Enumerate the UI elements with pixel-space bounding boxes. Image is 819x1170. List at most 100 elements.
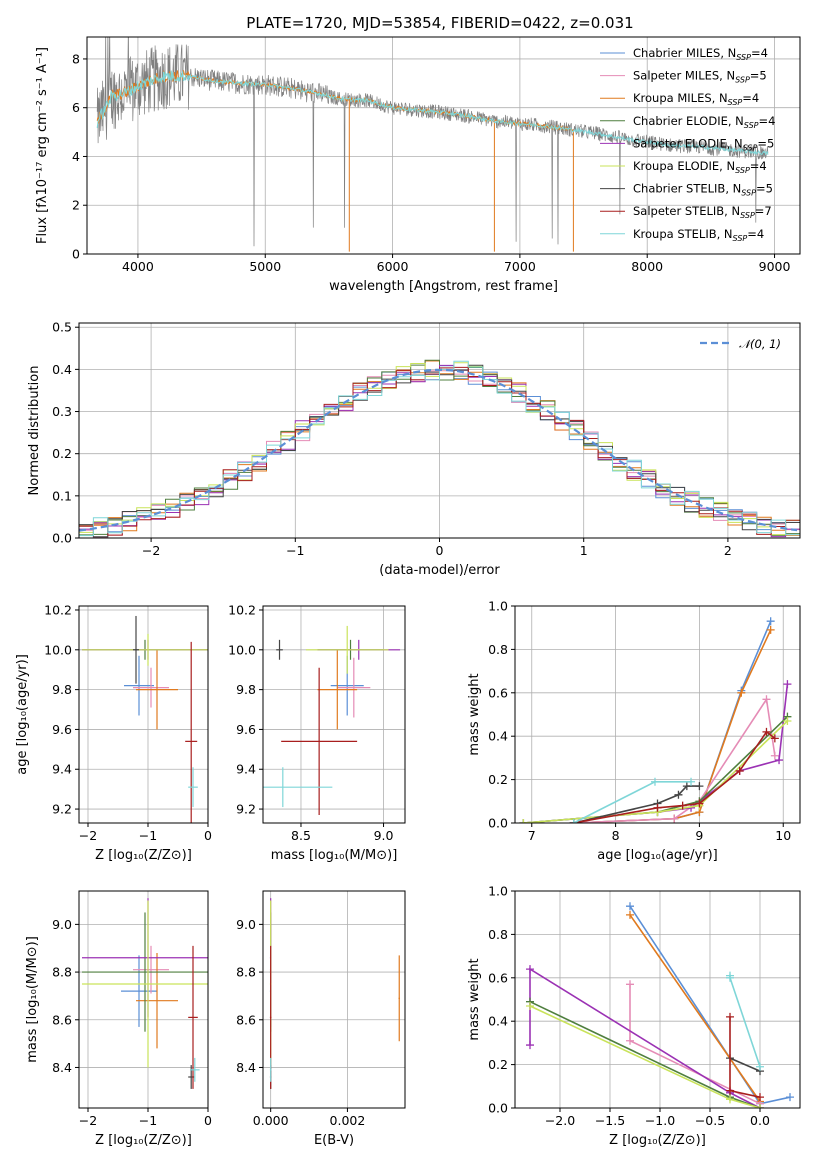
y-axis-label: mass weight xyxy=(467,673,482,755)
series-line xyxy=(573,629,772,823)
x-axis-label: Z [log₁₀(Z/Z⊙)] xyxy=(95,1133,192,1148)
x-tick-label: 0 xyxy=(204,828,212,843)
x-axis-label: E(B-V) xyxy=(314,1133,354,1148)
figure-title: PLATE=1720, MJD=53854, FIBERID=0422, z=0… xyxy=(246,14,633,32)
plot-area xyxy=(526,902,794,1108)
errorbar-point xyxy=(305,625,389,674)
errorbar-point xyxy=(133,945,169,994)
y-tick-label: 0.6 xyxy=(488,970,508,985)
x-axis-label: (data-model)/error xyxy=(379,563,500,578)
errorbar-point xyxy=(263,767,333,808)
axes-frame xyxy=(262,890,406,1109)
series-marker xyxy=(783,717,792,726)
x-axis-label: wavelength [Angstrom, rest frame] xyxy=(329,279,558,294)
x-axis-label: mass [log₁₀(M/M⊙)] xyxy=(271,848,398,863)
plot-area xyxy=(263,625,401,816)
plot-area xyxy=(96,37,769,252)
series-marker xyxy=(682,782,691,791)
x-tick-label: −1 xyxy=(139,828,157,843)
series-marker xyxy=(770,734,779,743)
x-axis-label: Z [log₁₀(Z/Z⊙)] xyxy=(609,1133,706,1148)
x-axis-label: age [log₁₀(age/yr)] xyxy=(597,848,718,863)
y-tick-label: 0.4 xyxy=(488,1014,508,1029)
plot-area xyxy=(519,617,792,823)
x-tick-label: 7000 xyxy=(504,259,536,274)
series-marker xyxy=(762,695,771,704)
y-tick-label: 10.2 xyxy=(44,602,72,617)
series-marker xyxy=(695,782,704,791)
errorbar-point xyxy=(82,912,208,1032)
series-marker xyxy=(526,965,534,974)
legend-entry: Chabrier STELIB, NSSP=5 xyxy=(633,182,773,198)
series-marker xyxy=(726,1086,734,1095)
legend-entry: Salpeter ELODIE, NSSP=5 xyxy=(633,136,774,152)
x-tick-label: −2 xyxy=(79,1113,97,1128)
errorbar-point xyxy=(133,667,169,708)
series-marker xyxy=(726,1095,734,1104)
series-marker xyxy=(756,1104,764,1108)
plot-area xyxy=(82,898,208,1089)
x-axis-label: Z [log₁₀(Z/Z⊙)] xyxy=(95,848,192,863)
y-axis-label: Normed distribution xyxy=(27,366,42,496)
errorbar-point xyxy=(133,615,139,684)
x-tick-label: 8.5 xyxy=(291,828,311,843)
panel-spectrum: 4000 5000 6000 7000 8000 9000 0 2 4 6 8 wavelength … xyxy=(35,36,801,294)
x-tick-label: 8 xyxy=(612,828,620,843)
series-marker xyxy=(526,1002,534,1011)
y-tick-label: 9.4 xyxy=(52,762,72,777)
y-tick-label: 9.0 xyxy=(236,917,256,932)
x-tick-label: 1 xyxy=(580,543,588,558)
histogram-step-line xyxy=(79,360,800,538)
errorbar-point xyxy=(269,1057,272,1082)
x-tick-label: 10 xyxy=(775,828,791,843)
series-marker xyxy=(762,727,771,736)
panel-residuals: −2 −1 0 1 2 0.0 0.1 0.2 0.3 0.4 0.5 (data-model)/er… xyxy=(27,320,801,578)
y-axis-label: age [log₁₀(age/yr)] xyxy=(15,654,30,775)
y-tick-label: 8.8 xyxy=(236,965,256,980)
panel-age-vs-Z: −2 −1 0 9.2 9.4 9.6 9.8 10.0 10.2 Z [log₁₀(Z/Z⊙)]… xyxy=(15,602,212,863)
series-line xyxy=(573,620,772,823)
spectrum-model-line xyxy=(96,70,769,156)
axes-frame xyxy=(86,36,801,255)
y-axis-label: Flux [fλ10⁻¹⁷ erg cm⁻² s⁻¹ A⁻¹] xyxy=(35,47,50,244)
x-tick-label: 0.002 xyxy=(330,1113,366,1128)
axes-frame xyxy=(262,605,406,824)
legend-entry: Kroupa ELODIE, NSSP=4 xyxy=(633,159,767,175)
y-tick-label: 6 xyxy=(72,100,80,115)
series-marker xyxy=(756,1093,764,1102)
y-tick-label: 9.2 xyxy=(236,802,256,817)
series-marker xyxy=(687,777,696,786)
y-tick-label: 0.4 xyxy=(52,362,72,377)
series-marker xyxy=(770,751,779,760)
y-tick-label: 0.0 xyxy=(488,816,508,831)
errorbar-point xyxy=(121,955,157,1027)
errorbar-point xyxy=(398,955,401,1042)
series-marker xyxy=(766,617,775,626)
plot-area xyxy=(82,615,208,823)
series-marker xyxy=(670,814,679,823)
series-marker xyxy=(735,766,744,775)
legend-entry: Chabrier ELODIE, NSSP=4 xyxy=(633,114,775,130)
panel-weight-vs-age: 7 8 9 10 0.0 0.2 0.4 0.6 0.8 1.0 age [log₁₀(age/yr… xyxy=(467,599,801,863)
series-marker xyxy=(650,777,659,786)
y-tick-label: 8.4 xyxy=(52,1060,72,1075)
series-marker xyxy=(519,819,528,823)
series-marker xyxy=(526,1041,534,1050)
axes-frame xyxy=(78,322,801,539)
errorbar-point xyxy=(317,649,358,730)
y-tick-label: 0.4 xyxy=(488,729,508,744)
series-line xyxy=(523,716,788,823)
panel-weight-vs-Z: −2.0 −1.5 −1.0 −0.5 0.0 0.0 0.2 0.4 0.6 0.8 1.0 Z [… xyxy=(467,884,801,1148)
y-tick-label: 9.4 xyxy=(236,762,256,777)
y-axis-label: mass weight xyxy=(467,958,482,1040)
y-tick-label: 1.0 xyxy=(488,884,508,899)
series-line xyxy=(529,1000,761,1108)
series-marker xyxy=(653,803,662,812)
legend-entry: Salpeter MILES, NSSP=5 xyxy=(633,69,767,85)
x-tick-label: −1 xyxy=(139,1113,157,1128)
y-tick-label: 8 xyxy=(72,51,80,66)
x-tick-label: 6000 xyxy=(377,259,409,274)
x-tick-label: −1 xyxy=(286,543,304,558)
y-tick-label: 0.8 xyxy=(488,927,508,942)
